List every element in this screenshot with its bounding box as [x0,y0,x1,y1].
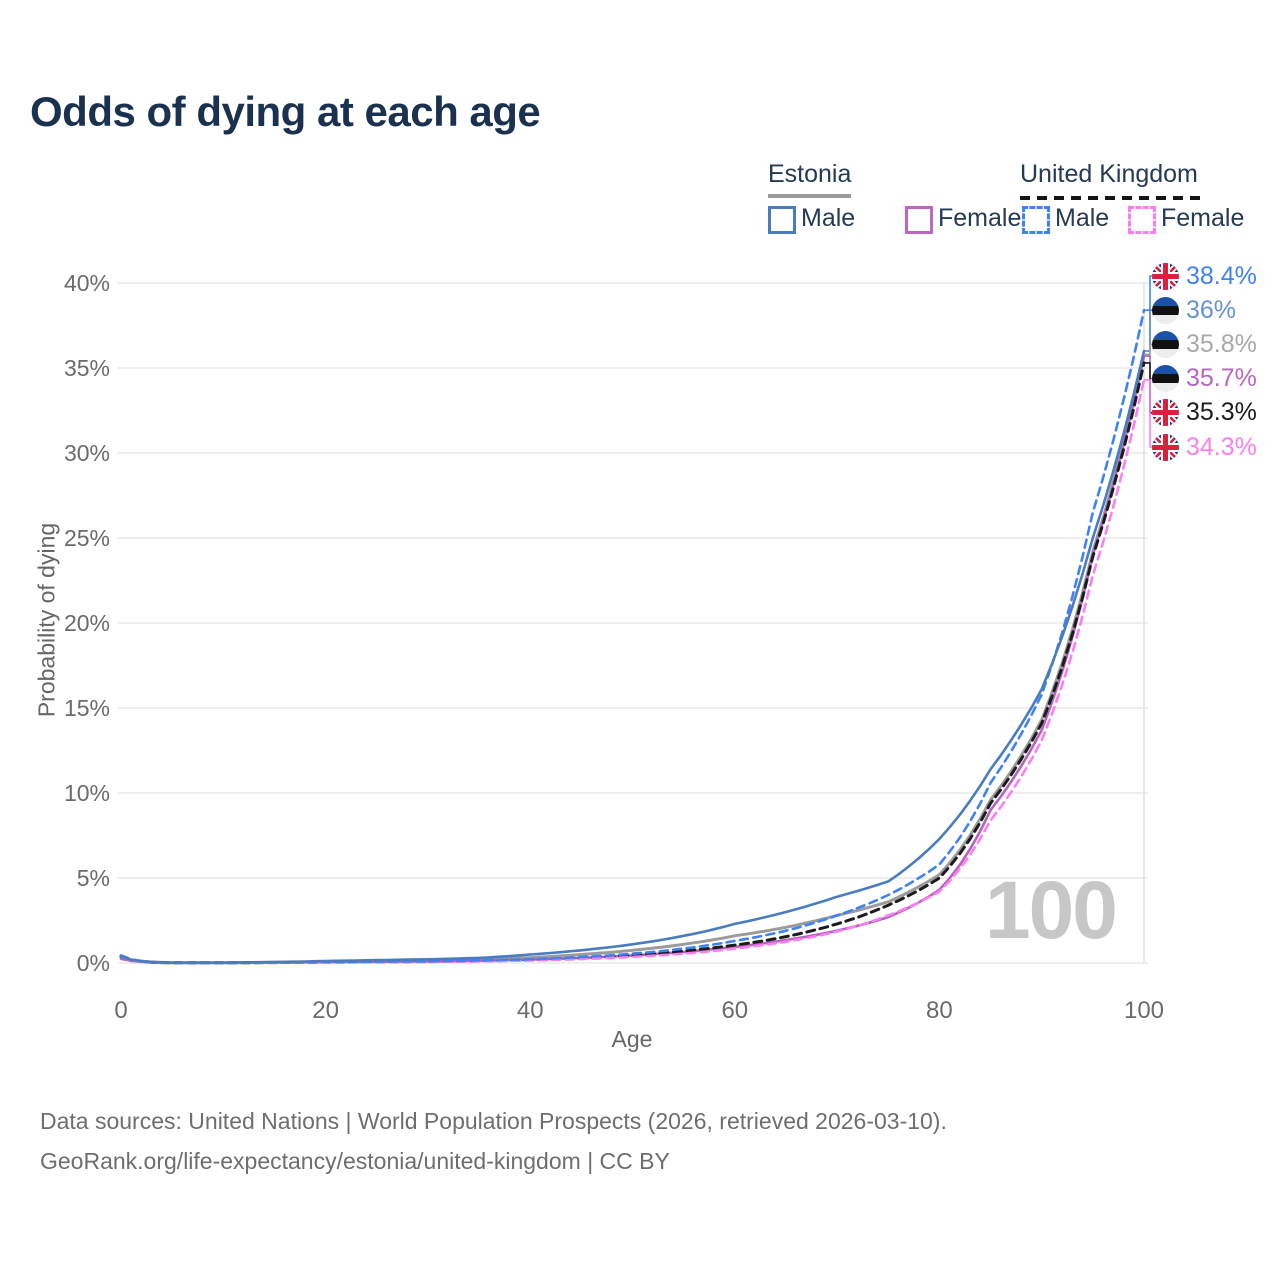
y-axis-title: Probability of dying [33,522,60,718]
y-tick-label: 30% [64,440,110,466]
end-label-value: 38.4% [1186,261,1257,290]
legend-group-estonia: Estonia [768,160,852,198]
y-tick-label: 10% [64,780,110,806]
uk-male-label: Male [1055,204,1110,232]
y-tick-label: 35% [64,355,110,381]
x-axis-title: Age [611,1026,653,1052]
end-label-value: 35.3% [1186,398,1257,427]
end-label-value: 36% [1186,295,1237,324]
page-title: Odds of dying at each age [30,88,541,135]
estonia-female-label: Female [938,204,1022,232]
end-label-estonia-female: 35.7% [1152,364,1257,394]
estonia-male-swatch [768,206,796,234]
data-sources-text: Data sources: United Nations | World Pop… [40,1108,947,1134]
uk-flag-icon [1152,433,1179,461]
y-tick-label: 20% [64,610,110,636]
end-label-estonia-male: 36% [1152,295,1236,325]
uk-female-label: Female [1161,204,1245,232]
age-frame-watermark: 100 [985,865,1118,956]
x-tick-label: 60 [721,997,748,1024]
x-tick-label: 20 [312,997,339,1024]
uk-female-swatch [1128,206,1156,234]
uk-male-swatch [1022,206,1050,234]
attribution-text: GeoRank.org/life-expectancy/estonia/unit… [40,1148,670,1174]
end-label-united-kingdom-all: 35.3% [1152,398,1257,428]
estonia-flag-icon [1152,365,1179,393]
y-tick-label: 5% [77,865,110,891]
uk-flag-icon [1152,262,1179,290]
series-line-estonia-male [119,349,1146,964]
x-tick-label: 40 [517,997,544,1024]
y-tick-label: 0% [77,950,110,976]
series-line-united-kingdom-male [119,308,1146,965]
x-tick-label: 80 [926,997,953,1024]
y-tick-label: 15% [64,695,110,721]
end-label-united-kingdom-female: 34.3% [1152,432,1257,462]
estonia-male-label: Male [801,204,856,232]
end-label-value: 34.3% [1186,432,1257,461]
legend-group-united-kingdom: United Kingdom [1020,160,1198,188]
end-label-value: 35.8% [1186,329,1257,358]
end-label-value: 35.7% [1186,364,1257,393]
estonia-flag-icon [1152,296,1179,324]
x-tick-label: 0 [114,997,127,1024]
estonia-flag-icon [1152,330,1179,358]
end-label-estonia-all: 35.8% [1152,329,1257,359]
y-tick-label: 40% [64,270,110,296]
end-label-united-kingdom-male: 38.4% [1152,261,1257,291]
x-tick-label: 100 [1124,997,1164,1024]
uk-flag-icon [1152,399,1179,427]
uk-dashed-underline [1020,196,1206,200]
estonia-female-swatch [905,206,933,234]
y-tick-label: 25% [64,525,110,551]
